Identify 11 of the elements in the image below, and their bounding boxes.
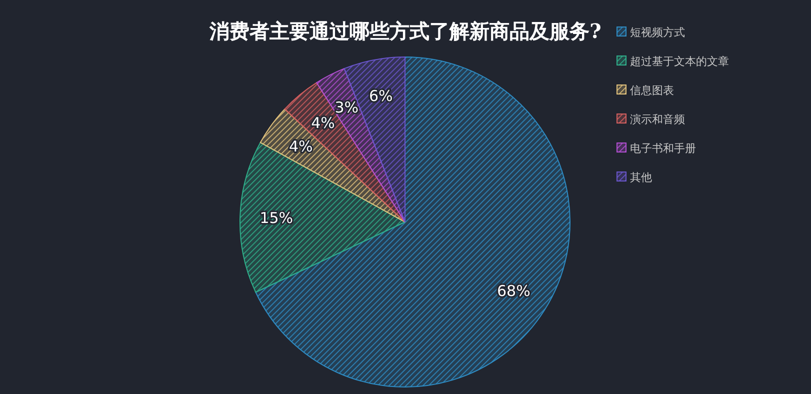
chart-title: 消费者主要通过哪些方式了解新商品及服务? <box>208 19 602 43</box>
legend-label: 超过基于文本的文章 <box>630 54 729 68</box>
legend-label: 信息图表 <box>630 84 674 97</box>
legend-label: 其他 <box>630 170 652 184</box>
legend-label: 电子书和手册 <box>630 142 696 155</box>
data-label: 15% <box>260 209 294 228</box>
legend-label: 短视频方式 <box>630 26 685 39</box>
data-label: 68% <box>496 282 530 300</box>
pie-slice <box>240 142 406 293</box>
pie-slice <box>255 56 570 388</box>
legend-label: 演示和音频 <box>630 112 685 126</box>
